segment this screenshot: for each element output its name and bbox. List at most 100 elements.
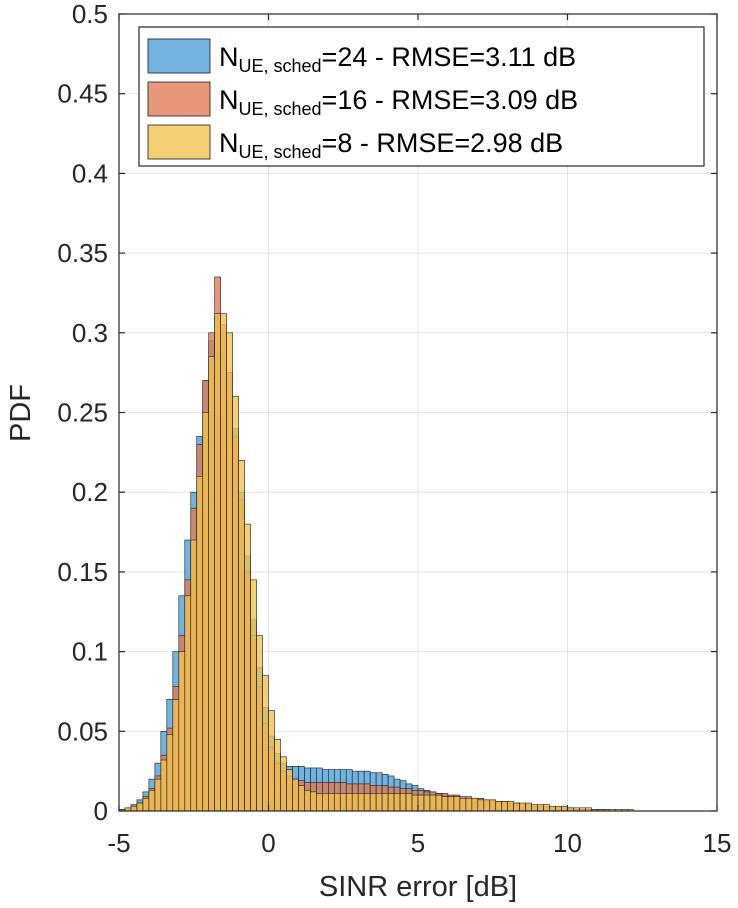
histogram-bar <box>274 738 281 812</box>
histogram-bar <box>483 799 491 812</box>
y-tick-label: 0.3 <box>72 318 108 348</box>
legend-entry: NUE, sched=8 - RMSE=2.98 dB <box>219 128 563 162</box>
histogram-bar <box>513 802 520 812</box>
histogram-bar <box>549 805 556 812</box>
histogram-bar <box>208 356 215 812</box>
y-tick-label: 0.5 <box>72 0 108 29</box>
histogram-bar <box>471 797 479 812</box>
histogram-bar <box>184 595 192 812</box>
x-axis-label: SINR error [dB] <box>319 871 517 903</box>
histogram-bar <box>543 804 550 812</box>
histogram-bar <box>202 412 210 812</box>
histogram-bar <box>148 789 156 812</box>
histogram-bar <box>345 793 353 812</box>
y-tick-label: 0.35 <box>57 238 108 268</box>
histogram-bar <box>256 635 263 812</box>
histogram-bar <box>160 759 168 812</box>
histogram-bar <box>363 793 371 812</box>
histogram-bar <box>178 651 186 812</box>
y-axis-label: PDF <box>5 384 37 442</box>
histogram-bar <box>333 793 341 812</box>
histogram-bar <box>268 710 275 812</box>
x-axis: -5 0 5 10 15 <box>107 14 731 858</box>
histogram-bars <box>118 276 634 812</box>
histogram-bar <box>381 793 389 812</box>
histogram-bar <box>316 793 323 812</box>
y-tick-label: 0.45 <box>57 79 108 109</box>
histogram-bar <box>154 778 162 812</box>
legend-swatch <box>147 124 211 160</box>
histogram-bar <box>369 793 377 812</box>
histogram-bar <box>561 805 568 812</box>
y-tick-label: 0.1 <box>72 637 108 667</box>
histogram-bar <box>405 793 413 812</box>
histogram-bar <box>555 805 562 812</box>
histogram-bar <box>531 804 538 812</box>
legend: NUE, sched=24 - RMSE=3.11 dB NUE, sched=1… <box>138 26 705 167</box>
histogram-bar <box>423 794 431 812</box>
histogram-bar <box>519 802 526 812</box>
histogram-bar <box>537 804 544 812</box>
histogram-bar <box>292 778 299 812</box>
histogram-bar <box>399 793 407 812</box>
histogram-bar <box>166 734 174 812</box>
histogram-bar <box>310 791 317 812</box>
histogram-bar <box>447 796 455 812</box>
histogram-bar <box>226 332 233 812</box>
histogram-bar <box>387 793 395 812</box>
histogram-bar <box>244 523 251 812</box>
histogram-bar <box>298 785 305 812</box>
histogram-bar <box>339 793 347 812</box>
histogram-bar <box>525 802 532 812</box>
y-tick-label: 0.15 <box>57 557 108 587</box>
histogram-bar <box>304 789 311 812</box>
histogram-bar <box>351 793 359 812</box>
histogram-bar <box>136 802 144 812</box>
legend-entry: NUE, sched=16 - RMSE=3.09 dB <box>219 85 578 119</box>
y-tick-label: 0.2 <box>72 477 108 507</box>
histogram-bar <box>327 793 335 812</box>
x-tick-label: -5 <box>107 828 130 858</box>
y-tick-label: 0.25 <box>57 398 108 428</box>
histogram-bar <box>357 793 365 812</box>
histogram-bar <box>429 794 437 812</box>
legend-box <box>138 26 705 167</box>
y-tick-label: 0.05 <box>57 716 108 746</box>
histogram-bar <box>250 579 257 812</box>
histogram-bar <box>196 475 204 812</box>
histogram-bar <box>393 793 401 812</box>
histogram-bar <box>495 801 503 812</box>
histogram-bar <box>262 675 269 812</box>
x-tick-label: 15 <box>703 828 732 858</box>
histogram-bar <box>489 799 497 812</box>
histogram-bar <box>411 794 419 812</box>
histogram-bar <box>142 797 150 812</box>
histogram-bar <box>280 756 287 812</box>
x-tick-label: 0 <box>261 828 275 858</box>
histogram-bar <box>501 801 509 812</box>
histogram-bar <box>465 797 473 812</box>
histogram-bar <box>441 796 449 812</box>
histogram-bar <box>453 796 461 812</box>
histogram-bar <box>459 797 467 812</box>
histogram-bar <box>435 794 443 812</box>
y-axis: 0 0.05 0.1 0.15 0.2 0.25 0.3 0.35 0.4 0.45 0.5 <box>57 0 717 826</box>
histogram-bar <box>286 769 293 812</box>
histogram-bar <box>507 801 514 812</box>
histogram-bar <box>172 699 180 812</box>
histogram-bar <box>214 313 221 812</box>
histogram-bar <box>220 313 227 812</box>
histogram-bar <box>417 794 425 812</box>
legend-swatch <box>147 81 211 117</box>
histogram-bar <box>375 793 383 812</box>
x-tick-label: 5 <box>411 828 425 858</box>
y-tick-label: 0.4 <box>72 158 108 188</box>
histogram-bar <box>477 799 485 812</box>
histogram-bar <box>190 539 198 812</box>
y-tick-label: 0 <box>94 796 108 826</box>
histogram-bar <box>238 460 245 812</box>
legend-entry: NUE, sched=24 - RMSE=3.11 dB <box>219 42 576 76</box>
histogram-bar <box>232 396 239 812</box>
legend-swatch <box>147 38 211 74</box>
